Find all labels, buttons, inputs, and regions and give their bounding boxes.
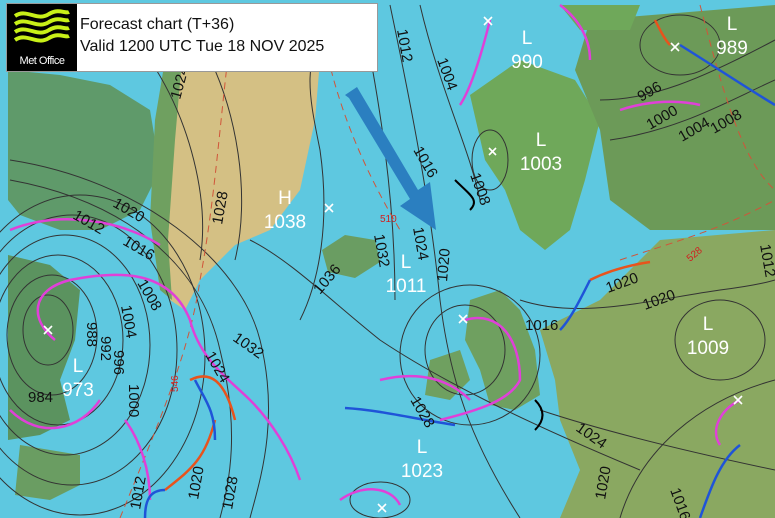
- valid-time: Valid 1200 UTC Tue 18 NOV 2025: [80, 38, 325, 55]
- centre-type: L: [73, 356, 84, 377]
- cold-front: [559, 279, 592, 331]
- fronts: [9, 4, 775, 518]
- finland-russia-land: [575, 5, 775, 230]
- occluded-front: [439, 316, 522, 422]
- greenland-coast: [150, 60, 182, 300]
- chart-header: Met Office Forecast chart (T+36) Valid 1…: [6, 3, 378, 72]
- cold-front: [193, 379, 217, 441]
- isobar-label: 1020: [185, 465, 208, 501]
- occluded-front: [339, 488, 402, 506]
- isobar-label: 996: [110, 350, 127, 375]
- centre-value: 1009: [687, 338, 729, 359]
- occluded-front: [9, 218, 161, 247]
- centre-value: 973: [62, 380, 94, 401]
- centre-markers: [43, 16, 743, 513]
- warm-front: [164, 419, 217, 491]
- pressure-centres: H 1038 L 973 L 1011 L 1023 L 990 L 1003 …: [62, 14, 748, 482]
- cold-front: [344, 406, 456, 427]
- occluded-front: [559, 4, 592, 61]
- ireland-land: [425, 350, 470, 400]
- isobar-label: 1032: [230, 329, 267, 362]
- occluded-front: [379, 374, 471, 401]
- centre-type: H: [278, 188, 292, 209]
- centre-type: L: [522, 28, 533, 49]
- isobar-label: 984: [28, 389, 53, 406]
- centre-value: 1038: [264, 212, 306, 233]
- centre-value: 1023: [401, 461, 443, 482]
- isobar-label: 1016: [410, 144, 441, 181]
- uk-land: [465, 290, 540, 410]
- isobar-label: 1024: [409, 226, 432, 262]
- scandinavia-land: [470, 60, 600, 250]
- isobar-label: 1012: [756, 243, 775, 279]
- occluded-front: [619, 100, 701, 112]
- isobar-label: 1032: [370, 233, 393, 269]
- chart-title: Forecast chart (T+36): [80, 16, 235, 33]
- occluded-front: [123, 419, 152, 501]
- isobar-label: 1020: [592, 465, 615, 501]
- europe-land: [540, 230, 775, 518]
- occluded-front: [9, 399, 102, 430]
- isobar-label: 992: [97, 336, 114, 361]
- trough-line: [454, 179, 475, 211]
- centre-type: L: [536, 130, 547, 151]
- centre-type: L: [703, 314, 714, 335]
- isobar-label: 1020: [434, 248, 454, 283]
- movement-arrow: [345, 87, 436, 230]
- labrador-land: [15, 445, 80, 500]
- met-office-logo: Met Office: [7, 4, 77, 71]
- warm-front: [653, 19, 671, 46]
- isobar-label: 1028: [407, 394, 438, 431]
- thickness-label: 546: [170, 375, 181, 392]
- canada-land: [8, 70, 160, 230]
- land-masses: [8, 5, 775, 518]
- isobar-label: 988: [83, 322, 100, 347]
- trough-line: [534, 399, 544, 431]
- svalbard-land: [560, 5, 640, 30]
- warm-front: [189, 375, 237, 421]
- logo-waves-icon: [13, 9, 70, 43]
- isobar-label: 1028: [219, 475, 242, 511]
- logo-text: Met Office: [19, 55, 65, 67]
- cold-front: [698, 444, 741, 518]
- centre-value: 990: [511, 52, 543, 73]
- isobar-label: 1028: [209, 190, 232, 226]
- isobar-label: 1016: [120, 233, 157, 264]
- occluded-front: [36, 273, 302, 481]
- centre-value: 1011: [386, 276, 427, 297]
- greenland-ice: [165, 35, 320, 310]
- thickness-label: 510: [380, 214, 397, 225]
- warm-front: [589, 260, 651, 282]
- isobar-label: 1012: [393, 28, 416, 64]
- isobar-label: 1012: [127, 475, 150, 511]
- centre-value: 989: [716, 38, 748, 59]
- cold-front: [679, 43, 775, 107]
- centre-type: L: [417, 437, 428, 458]
- isobar-label: 1008: [466, 171, 493, 208]
- centre-type: L: [727, 14, 738, 35]
- isobar-label: 1000: [125, 384, 142, 417]
- isobar-label: 1016: [525, 317, 558, 334]
- cold-front: [143, 488, 166, 518]
- centre-value: 1003: [520, 154, 562, 175]
- centre-type: L: [401, 252, 412, 273]
- isobar-label: 1004: [117, 304, 140, 340]
- iceland-land: [322, 235, 380, 278]
- thickness-lines: [119, 4, 775, 518]
- isobar-label: 1004: [433, 56, 460, 93]
- occluded-front: [458, 19, 492, 106]
